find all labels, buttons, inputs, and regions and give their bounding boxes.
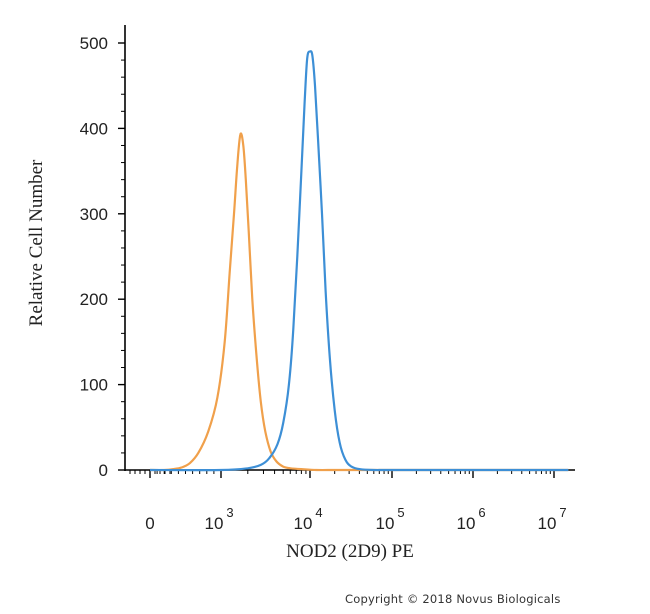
x-tick-label: 0 <box>145 514 154 533</box>
x-tick-base: 10 <box>294 514 313 533</box>
x-tick-base: 10 <box>538 514 557 533</box>
histogram-series-2 <box>149 50 569 472</box>
x-tick-label: 107 <box>538 505 567 533</box>
x-tick-label: 105 <box>376 505 405 533</box>
x-tick-exponent: 4 <box>315 505 322 520</box>
histogram-series-1 <box>149 132 569 472</box>
y-tick-label: 200 <box>80 290 108 309</box>
x-tick-base: 10 <box>457 514 476 533</box>
x-tick-exponent: 3 <box>226 505 233 520</box>
x-tick-exponent: 6 <box>478 505 485 520</box>
x-tick-exponent: 5 <box>397 505 404 520</box>
y-axis: 0 100 200 300 400 500 <box>80 25 126 480</box>
x-tick-base: 10 <box>205 514 224 533</box>
y-tick-label: 400 <box>80 119 108 138</box>
copyright-text: Copyright © 2018 Novus Biologicals <box>345 592 561 606</box>
y-axis-title: Relative Cell Number <box>26 159 47 326</box>
y-tick-label: 500 <box>80 34 108 53</box>
x-tick-label: 104 <box>294 505 323 533</box>
x-tick-exponent: 7 <box>559 505 566 520</box>
y-tick-label: 0 <box>99 461 108 480</box>
x-tick-base: 0 <box>145 514 154 533</box>
x-tick-base: 10 <box>376 514 395 533</box>
y-tick-label: 100 <box>80 376 108 395</box>
x-axis-title: NOD2 (2D9) PE <box>286 541 414 562</box>
x-tick-label: 106 <box>457 505 486 533</box>
series-layer <box>149 50 569 472</box>
y-tick-label: 300 <box>80 205 108 224</box>
x-tick-label: 103 <box>205 505 234 533</box>
